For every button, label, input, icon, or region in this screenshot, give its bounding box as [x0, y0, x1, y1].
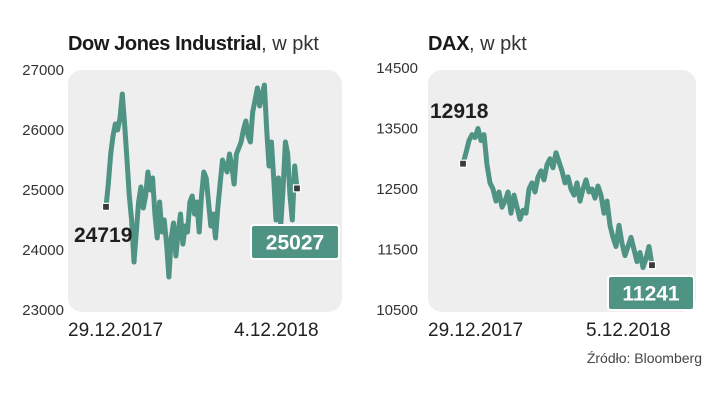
dj-start-marker: [101, 202, 111, 211]
source-note: Źródło: Bloomberg: [586, 350, 702, 366]
dax-end-value-label: 11241: [622, 283, 680, 306]
chart1-title-name: Dow Jones Industrial: [68, 33, 262, 55]
dax-ytick-label: 14500: [376, 60, 418, 77]
dj-end-marker: [292, 184, 302, 193]
chart2-title: DAX, w pkt: [428, 33, 527, 56]
dax-ytick-label: 13500: [376, 121, 418, 138]
dax-end-value-badge: [607, 275, 695, 311]
chart2-title-name: DAX: [428, 33, 470, 55]
dax-ytick-label: 12500: [376, 181, 418, 198]
dj-end-value-label: 25027: [266, 232, 324, 255]
chart1-title-unit: , w pkt: [261, 33, 319, 55]
dj-series-line: [103, 82, 300, 280]
dax-end-marker: [647, 261, 657, 270]
dax-ytick-label: 10500: [376, 302, 418, 319]
dax-start-value-label: 12918: [430, 100, 489, 123]
dj-xtick-label: 29.12.2017: [68, 320, 163, 341]
dj-ytick-label: 23000: [22, 302, 64, 319]
dax-panel: [428, 70, 696, 312]
dax-ytick-label: 11500: [377, 242, 418, 259]
dj-ytick-label: 27000: [22, 62, 64, 79]
dj-xtick-label: 4.12.2018: [234, 320, 319, 341]
dj-ytick-label: 26000: [22, 122, 64, 139]
dax-series-line: [460, 126, 655, 271]
chart1-title: Dow Jones Industrial, w pkt: [68, 33, 319, 56]
dax-start-marker: [458, 159, 468, 168]
dax-xtick-label: 5.12.2018: [586, 320, 671, 341]
dj-ytick-label: 25000: [22, 182, 64, 199]
dj-end-value-badge: [250, 224, 340, 260]
dj-start-value-label: 24719: [74, 224, 132, 247]
dj-ytick-label: 24000: [22, 242, 64, 259]
chart2-title-unit: , w pkt: [469, 33, 527, 55]
dax-xtick-label: 29.12.2017: [428, 320, 523, 341]
